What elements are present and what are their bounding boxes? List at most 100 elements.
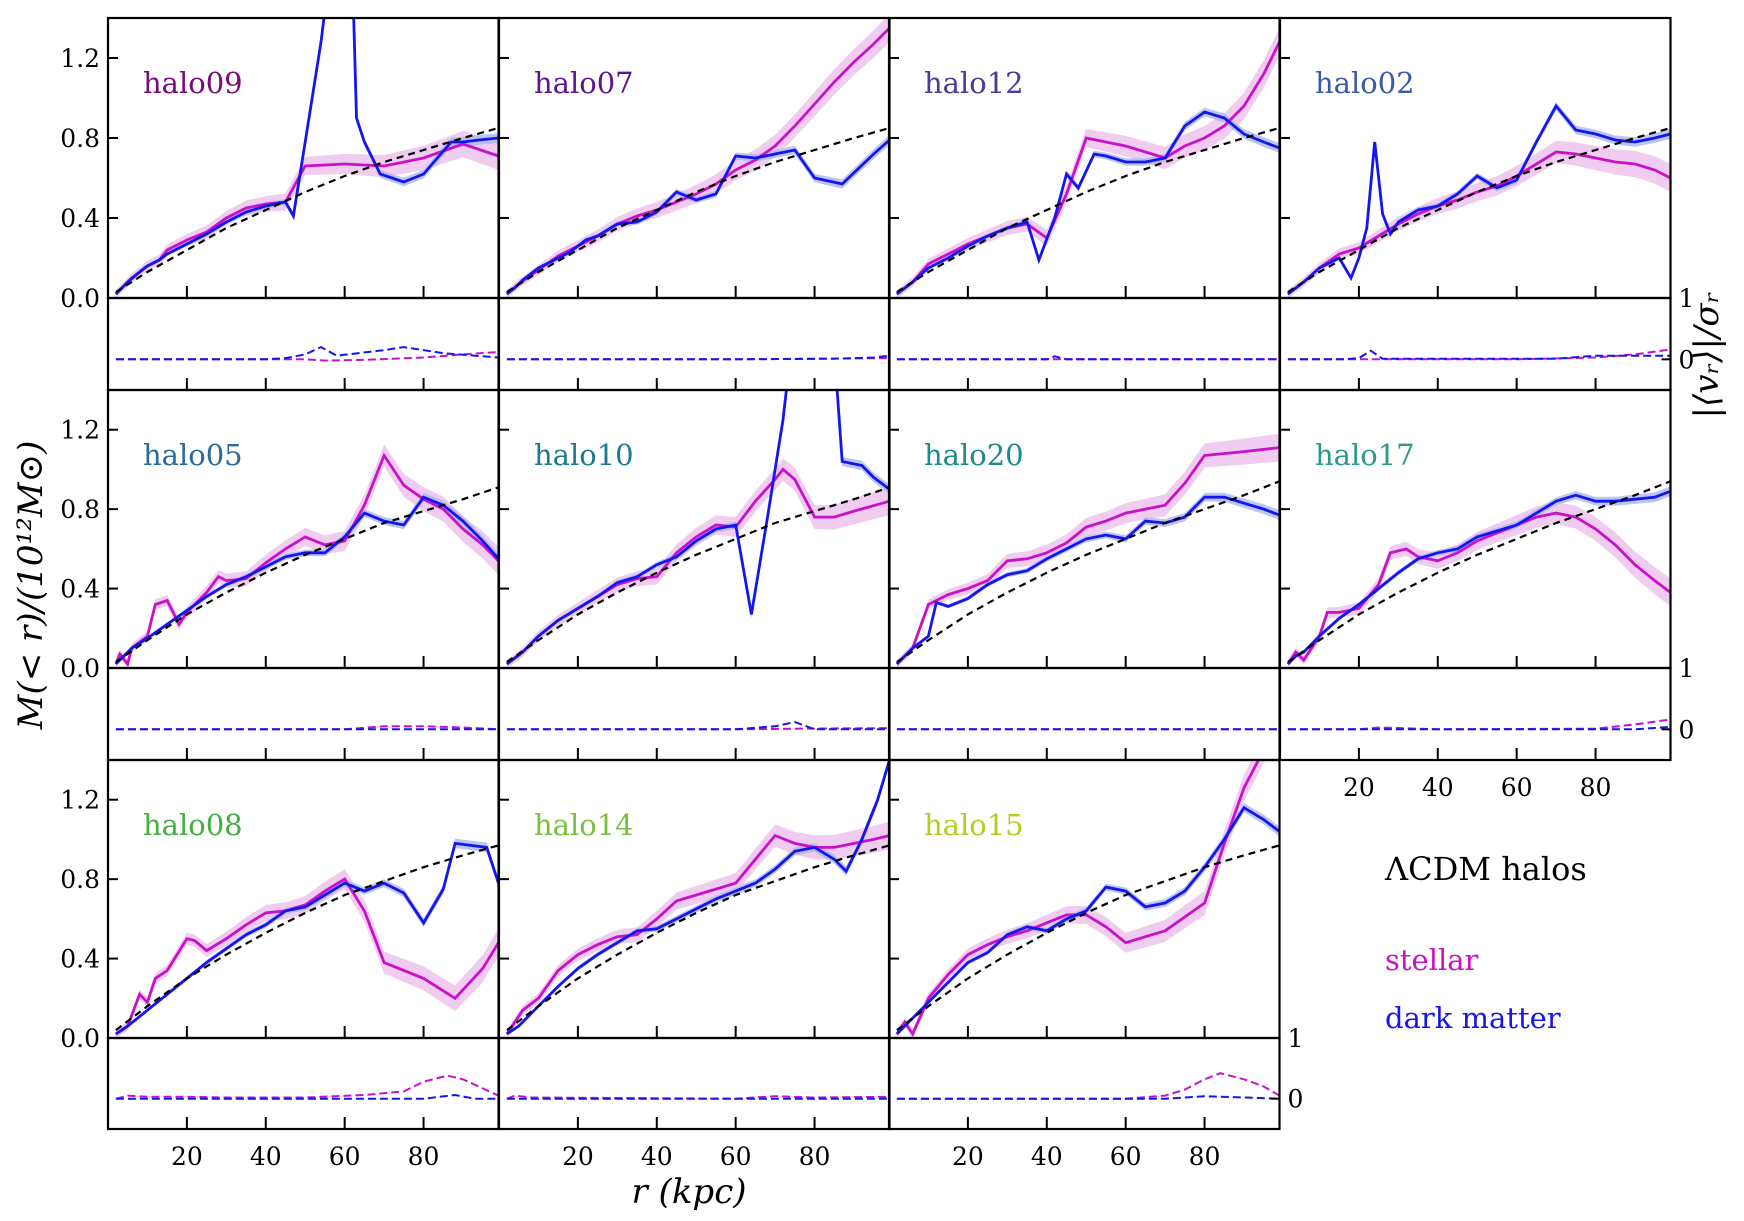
dark-matter-residual-line (896, 355, 1280, 361)
stellar-residual-line (115, 725, 499, 731)
model-line (896, 480, 1280, 663)
panel-halo17: halo17 0 1 20 40 60 80 (1278, 388, 1695, 802)
residual-tick-label: 0 (1288, 1085, 1304, 1114)
dark-matter-residual-line (506, 720, 890, 731)
dark-matter-line (115, 841, 499, 1036)
residual-frame (106, 296, 500, 392)
stellar-line (506, 467, 890, 666)
stellar-line (114, 142, 499, 295)
y-tick-label: 1.2 (60, 786, 100, 815)
stellar-residual-line (896, 1072, 1280, 1100)
x-tick-label: 40 (1031, 1142, 1063, 1171)
stellar-line (1286, 511, 1671, 665)
residual-halo07 (506, 354, 890, 361)
x-tick-label: 80 (1189, 1142, 1221, 1171)
mass-profile-halo17 (1286, 480, 1671, 668)
dark-matter-line (895, 805, 1280, 1035)
stellar-line (505, 833, 890, 1035)
stellar-residual-line (115, 1074, 499, 1100)
x-tick-label: 80 (408, 1142, 440, 1171)
stellar-line (1287, 150, 1671, 296)
stellar-line (115, 877, 499, 1036)
legend: ΛCDM halos stellar dark matter (1384, 850, 1587, 1035)
dark-matter-line (506, 138, 890, 296)
mass-profile-halo08 (115, 838, 499, 1038)
mass-profile-halo12 (896, 28, 1280, 298)
panel-halo12: halo12 (887, 16, 1281, 392)
mass-profile-halo20 (895, 433, 1280, 668)
y-tick-label: 0.0 (60, 1024, 100, 1053)
stellar-line (895, 446, 1280, 665)
model-line (1287, 126, 1671, 293)
legend-title: ΛCDM halos (1384, 850, 1587, 888)
residual-halo09 (115, 345, 499, 362)
residual-halo08 (115, 1074, 499, 1100)
dark-matter-band (115, 838, 499, 1036)
halo-label: halo10 (534, 438, 634, 472)
y-axis-title: M(< r)/(10¹²M⊙) (11, 441, 51, 731)
model-line (506, 486, 890, 663)
dark-matter-line (506, 390, 890, 666)
residual-tick-label: 1 (1679, 654, 1695, 683)
y-tick-label: 0.4 (60, 204, 100, 233)
residual-tick-label: 1 (1288, 1024, 1304, 1053)
stellar-band (115, 130, 499, 298)
main-frame (887, 758, 1281, 1040)
panel-halo20: halo20 (887, 388, 1281, 762)
y-tick-label: 0.8 (60, 865, 100, 894)
main-frame (1278, 388, 1672, 670)
model-line (1287, 480, 1671, 663)
x-axis-title: r (kpc) (632, 1172, 747, 1212)
panel-halo08: halo08 0.0 0.4 0.8 1.2 20 40 60 80 (60, 758, 500, 1171)
panel-halo02: halo02 0 1 (1278, 16, 1695, 392)
halo-label: halo07 (534, 66, 634, 100)
stellar-residual-line (1287, 348, 1671, 361)
dark-matter-line (1287, 103, 1671, 296)
panel-halo09: halo09 0.0 0.4 0.8 1.2 (60, 16, 500, 392)
stellar-line (505, 27, 890, 296)
y-tick-label: 0.4 (60, 945, 100, 974)
panel-halo15: halo15 0 1 20 40 60 80 (887, 758, 1304, 1171)
residual-frame (497, 1036, 891, 1131)
stellar-band (1287, 140, 1671, 298)
dark-matter-line (896, 110, 1280, 296)
x-tick-label: 80 (799, 1142, 831, 1171)
legend-item-stellar: stellar (1385, 943, 1479, 977)
residual-halo12 (896, 355, 1280, 361)
halo-label: halo17 (1315, 438, 1415, 472)
stellar-band (506, 458, 890, 668)
model-line (506, 844, 890, 1031)
stellar-band (506, 18, 890, 298)
y-tick-label: 1.2 (60, 416, 100, 445)
model-line (115, 844, 499, 1031)
residual-halo15 (896, 1072, 1280, 1100)
mass-profile-halo10 (506, 390, 890, 668)
panel-halo07: halo07 (497, 16, 891, 392)
stellar-line (896, 41, 1280, 296)
residual-halo14 (506, 1094, 890, 1100)
residual-halo05 (115, 725, 499, 731)
y-tick-label: 0.8 (60, 495, 100, 524)
model-line (896, 844, 1280, 1031)
dark-matter-line (114, 495, 499, 665)
residual-frame (497, 296, 891, 392)
halo-label: halo20 (924, 438, 1024, 472)
stellar-band (1287, 502, 1671, 668)
residual-tick-label: 0 (1679, 345, 1695, 374)
dark-matter-residual-line (115, 345, 499, 361)
model-line (115, 486, 499, 663)
y-tick-label: 0.0 (60, 654, 100, 683)
halo-label: halo15 (924, 808, 1024, 842)
residual-halo10 (506, 720, 890, 731)
y-tick-label: 0.4 (60, 575, 100, 604)
stellar-line (114, 452, 499, 668)
right-y-axis-title: |⟨vᵣ⟩|/σᵣ (1687, 292, 1727, 419)
model-line (115, 126, 499, 293)
dark-matter-line (506, 760, 890, 1036)
residual-frame (1278, 296, 1672, 392)
stellar-band (896, 28, 1280, 298)
residual-frame (106, 1036, 500, 1131)
stellar-band (896, 433, 1280, 668)
mass-profile-halo09 (114, 18, 499, 298)
stellar-band (896, 760, 1267, 1038)
